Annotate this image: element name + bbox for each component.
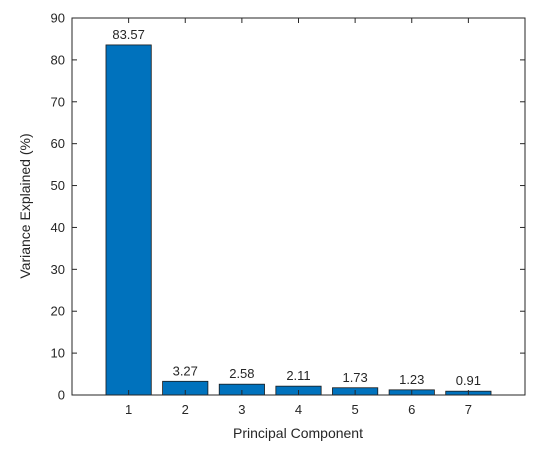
value-label: 2.11 — [286, 368, 310, 383]
y-tick-label: 80 — [51, 52, 65, 67]
value-label: 1.73 — [342, 370, 367, 385]
x-tick-label: 6 — [408, 402, 415, 417]
value-label: 3.27 — [173, 363, 198, 378]
y-tick-label: 60 — [51, 136, 65, 151]
x-tick-label: 7 — [465, 402, 472, 417]
y-tick-label: 10 — [51, 346, 65, 361]
x-tick-label: 2 — [182, 402, 189, 417]
value-label: 1.23 — [399, 372, 424, 387]
x-tick-label: 5 — [352, 402, 359, 417]
y-tick-label: 0 — [58, 388, 65, 403]
value-label: 83.57 — [112, 27, 145, 42]
y-axis-label: Variance Explained (%) — [17, 133, 33, 278]
value-label: 0.91 — [456, 373, 481, 388]
y-tick-label: 50 — [51, 178, 65, 193]
y-tick-label: 30 — [51, 262, 65, 277]
x-tick-label: 4 — [295, 402, 302, 417]
x-tick-label: 3 — [238, 402, 245, 417]
bar — [105, 44, 152, 396]
y-tick-label: 40 — [51, 220, 65, 235]
value-label: 2.58 — [229, 366, 254, 381]
y-tick-label: 20 — [51, 304, 65, 319]
x-axis-label: Principal Component — [233, 425, 363, 441]
y-tick-label: 90 — [51, 11, 65, 26]
x-tick-label: 1 — [125, 402, 132, 417]
y-tick-label: 70 — [51, 94, 65, 109]
